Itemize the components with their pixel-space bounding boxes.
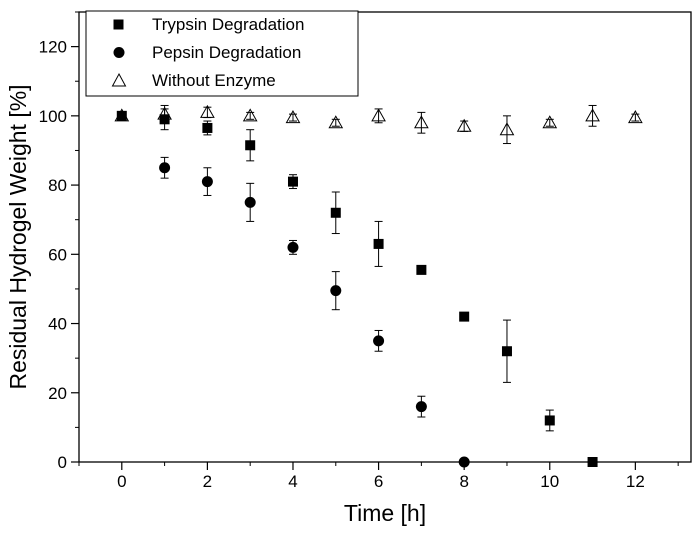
point-without-enzyme: [114, 108, 130, 122]
x-axis-title: Time [h]: [344, 500, 426, 526]
plot-area: [78, 11, 692, 463]
y-tick-label: 40: [48, 315, 67, 334]
point-trypsin-degradation: [287, 176, 298, 187]
x-tick-label: 2: [203, 472, 212, 491]
y-tick-label: 120: [39, 38, 67, 57]
legend-label-pepsin: Pepsin Degradation: [152, 43, 301, 62]
legend-box: [85, 10, 359, 97]
point-trypsin-degradation: [544, 415, 555, 426]
point-pepsin-degradation: [159, 162, 171, 174]
legend-marker-without-enzyme: [111, 72, 127, 87]
point-pepsin-degradation: [287, 241, 299, 253]
point-trypsin-degradation: [416, 264, 427, 275]
point-pepsin-degradation: [330, 285, 342, 297]
point-pepsin-degradation: [244, 196, 256, 208]
y-axis-title: Residual Hydrogel Weight [%]: [5, 84, 31, 389]
point-trypsin-degradation: [459, 311, 470, 322]
point-trypsin-degradation: [501, 346, 512, 357]
point-pepsin-degradation: [373, 335, 385, 347]
legend-label-trypsin: Trypsin Degradation: [152, 15, 304, 34]
point-without-enzyme: [456, 118, 472, 132]
y-tick-label: 20: [48, 384, 67, 403]
point-without-enzyme: [499, 122, 515, 136]
point-without-enzyme: [628, 110, 643, 124]
plot-frame: [78, 11, 692, 463]
point-trypsin-degradation: [330, 207, 341, 218]
point-trypsin-degradation: [587, 457, 598, 467]
x-tick-label: 0: [117, 472, 126, 491]
point-without-enzyme: [414, 115, 429, 129]
point-without-enzyme: [328, 115, 344, 129]
x-tick-label: 8: [459, 472, 468, 491]
x-tick-label: 4: [288, 472, 297, 491]
data-points: [114, 104, 643, 468]
x-tick-label: 6: [374, 472, 383, 491]
y-tick-label: 0: [58, 453, 67, 472]
y-tick-label: 60: [48, 245, 67, 264]
legend: Trypsin Degradation Pepsin Degradation W…: [85, 10, 359, 97]
point-without-enzyme: [157, 106, 172, 120]
error-bars: [160, 104, 640, 432]
point-trypsin-degradation: [116, 110, 127, 121]
point-pepsin-degradation: [201, 176, 213, 188]
point-without-enzyme: [585, 108, 600, 122]
legend-label-without-enzyme: Without Enzyme: [152, 71, 276, 90]
y-tick-label: 80: [48, 176, 67, 195]
point-without-enzyme: [371, 108, 386, 122]
point-trypsin-degradation: [373, 238, 384, 249]
x-tick-label: 10: [540, 472, 559, 491]
point-pepsin-degradation: [415, 401, 427, 413]
point-pepsin-degradation: [458, 456, 470, 468]
legend-marker-pepsin: [113, 47, 125, 58]
y-tick-label: 100: [39, 107, 67, 126]
point-without-enzyme: [285, 110, 301, 124]
legend-marker-trypsin: [113, 19, 124, 30]
point-without-enzyme: [242, 108, 258, 122]
x-tick-label: 12: [626, 472, 645, 491]
point-without-enzyme: [542, 115, 558, 129]
point-without-enzyme: [200, 104, 215, 118]
point-trypsin-degradation: [202, 122, 213, 133]
point-trypsin-degradation: [245, 140, 256, 151]
